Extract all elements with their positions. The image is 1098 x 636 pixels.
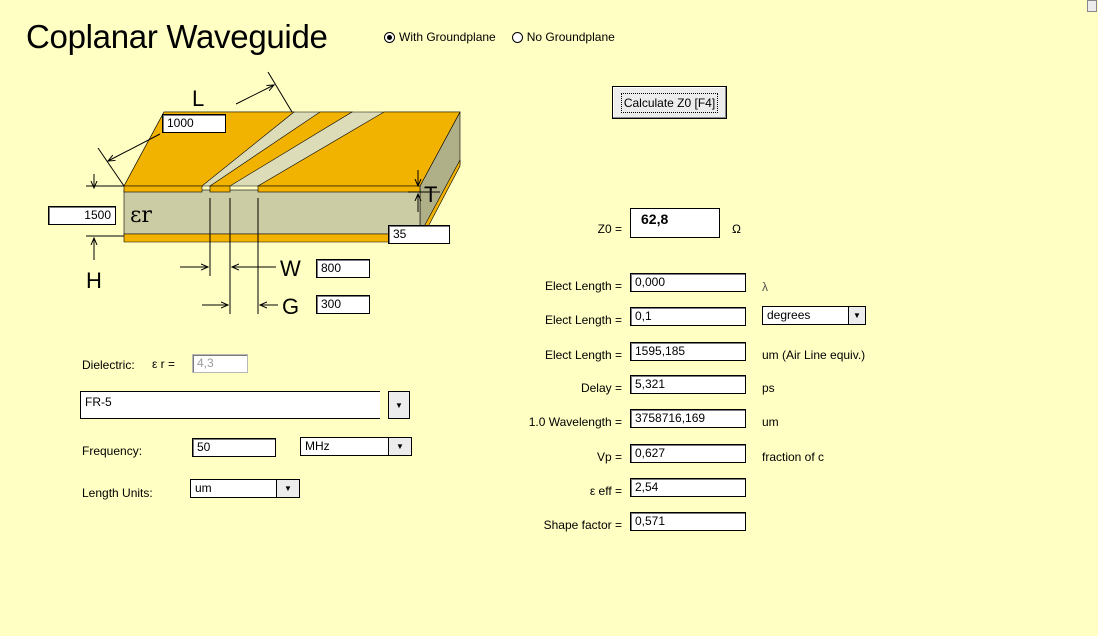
z0-value: 62,8 <box>630 208 720 238</box>
right-ground-front <box>257 185 421 193</box>
chevron-down-icon[interactable]: ▼ <box>388 391 410 419</box>
height-H-input[interactable]: 1500 <box>48 206 116 225</box>
left-ground-front <box>123 185 203 193</box>
shape-factor-label: Shape factor = <box>543 518 622 532</box>
radio-with-groundplane[interactable]: With Groundplane <box>384 30 496 44</box>
calculate-z0-label[interactable]: Calculate Z0 [F4] <box>620 92 719 113</box>
elect-length-lambda-value: 0,000 <box>630 273 746 292</box>
delay-value: 5,321 <box>630 375 746 394</box>
elect-length-degrees-input[interactable]: 0,1 <box>630 307 746 326</box>
delay-label: Delay = <box>580 381 622 395</box>
length-L-input[interactable]: 1000 <box>162 114 226 133</box>
groundplane-options: With Groundplane No Groundplane <box>384 30 615 44</box>
L-ext-right <box>267 71 293 113</box>
z0-label: Z0 = <box>597 222 622 236</box>
elect-length-degrees-label: Elect Length = <box>544 313 622 327</box>
frequency-unit-dropdown[interactable]: MHz ▼ <box>300 437 412 456</box>
angle-unit-dropdown[interactable]: degrees ▼ <box>762 306 866 325</box>
width-W-input[interactable]: 800 <box>316 259 370 278</box>
frequency-label: Frequency: <box>82 444 143 458</box>
eps-eff-label: ε eff = <box>589 484 622 498</box>
radio-with-groundplane-label[interactable]: With Groundplane <box>399 30 496 44</box>
length-units-dropdown[interactable]: um ▼ <box>190 479 300 498</box>
L-arrow-right <box>235 85 274 105</box>
angle-unit-value[interactable]: degrees <box>762 306 848 325</box>
dielectric-material-dropdown[interactable]: FR-5 ▼ <box>80 391 410 419</box>
L-arrow-left <box>108 133 161 161</box>
z0-unit: Ω <box>732 222 741 236</box>
center-strip-front <box>209 185 231 193</box>
er-symbol: εr <box>130 203 152 228</box>
er-value-input: 4,3 <box>192 354 248 373</box>
T-label: T <box>424 182 437 207</box>
shape-factor-value: 0,571 <box>630 512 746 531</box>
eps-eff-value: 2,54 <box>630 478 746 497</box>
length-units-label: Length Units: <box>82 486 153 500</box>
elect-length-airline-value: 1595,185 <box>630 342 746 361</box>
frequency-unit-value[interactable]: MHz <box>300 437 388 456</box>
cpw-diagram: εr L H T W G <box>86 71 461 319</box>
elect-length-airline-label: Elect Length = <box>544 348 622 362</box>
gap-G-input[interactable]: 300 <box>316 295 370 314</box>
lambda-unit: λ <box>762 280 768 294</box>
chevron-down-icon[interactable]: ▼ <box>848 306 866 325</box>
chevron-down-icon[interactable]: ▼ <box>276 479 300 498</box>
page-title: Coplanar Waveguide <box>26 18 328 55</box>
wavelength-value: 3758716,169 <box>630 409 746 428</box>
L-label: L <box>192 86 204 111</box>
chevron-down-icon[interactable]: ▼ <box>388 437 412 456</box>
dielectric-material-value[interactable]: FR-5 <box>80 391 380 419</box>
airline-unit: um (Air Line equiv.) <box>762 348 866 362</box>
radio-with-groundplane-indicator[interactable] <box>384 31 395 43</box>
substrate-front <box>123 189 421 235</box>
er-label: ε r = <box>152 357 176 371</box>
corner-scroll-button[interactable] <box>1087 0 1097 12</box>
delay-unit: ps <box>762 381 775 395</box>
thickness-T-input[interactable]: 35 <box>388 225 450 244</box>
vp-value: 0,627 <box>630 444 746 463</box>
calculate-z0-button[interactable]: Calculate Z0 [F4] <box>612 86 727 119</box>
elect-length-lambda-label: Elect Length = <box>544 279 622 293</box>
wavelength-label: 1.0 Wavelength = <box>528 415 622 429</box>
dielectric-label: Dielectric: <box>82 358 135 372</box>
vp-unit: fraction of c <box>762 450 825 464</box>
radio-no-groundplane-indicator[interactable] <box>511 31 523 43</box>
H-label: H <box>86 268 102 293</box>
length-units-value[interactable]: um <box>190 479 276 498</box>
radio-no-groundplane-label[interactable]: No Groundplane <box>526 30 615 44</box>
W-label: W <box>280 256 301 281</box>
G-label: G <box>282 294 299 319</box>
frequency-input[interactable]: 50 <box>192 438 276 457</box>
radio-no-groundplane[interactable]: No Groundplane <box>511 30 615 44</box>
L-ext-left <box>97 147 125 187</box>
vp-label: Vp = <box>596 450 622 464</box>
wavelength-unit: um <box>762 415 779 429</box>
